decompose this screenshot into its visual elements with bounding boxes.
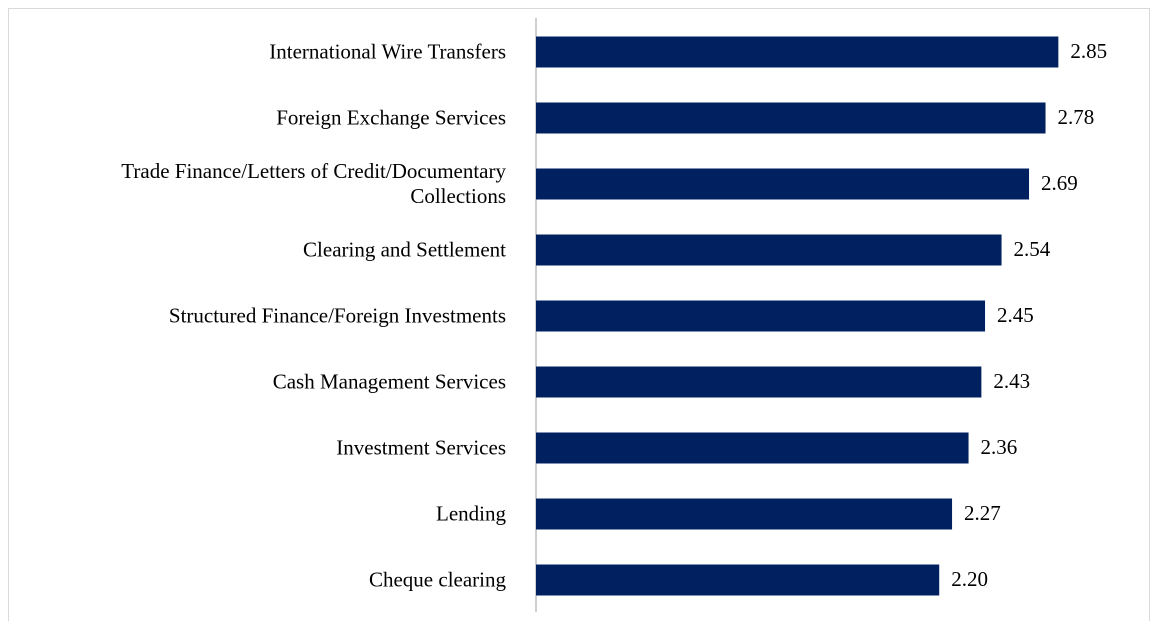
value-label: 2.54 (1014, 237, 1051, 261)
bar (536, 498, 953, 530)
category-label: Structured Finance/Foreign Investments (168, 303, 506, 328)
value-label: 2.20 (951, 567, 988, 591)
bar (536, 366, 982, 398)
value-label: 2.78 (1058, 105, 1095, 129)
value-label: 2.36 (981, 435, 1018, 459)
value-label: 2.69 (1041, 171, 1078, 195)
chart-frame (8, 8, 1150, 621)
bar (536, 168, 1030, 200)
value-label: 2.27 (964, 501, 1001, 525)
value-label: 2.45 (997, 303, 1034, 327)
category-label: Trade Finance/Letters of Credit/Document… (121, 159, 506, 208)
category-label: International Wire Transfers (269, 39, 506, 64)
category-label: Clearing and Settlement (303, 237, 506, 262)
category-label: Lending (436, 501, 506, 526)
value-label: 2.85 (1070, 39, 1107, 63)
value-label: 2.43 (993, 369, 1030, 393)
bar (536, 102, 1046, 134)
category-label: Cheque clearing (368, 567, 506, 592)
bar (536, 234, 1002, 266)
category-label: Investment Services (336, 435, 506, 460)
category-label: Foreign Exchange Services (276, 105, 506, 130)
bar (536, 564, 940, 596)
bar (536, 300, 986, 332)
category-label: Cash Management Services (272, 369, 506, 394)
bar (536, 432, 969, 464)
bar (536, 36, 1059, 68)
